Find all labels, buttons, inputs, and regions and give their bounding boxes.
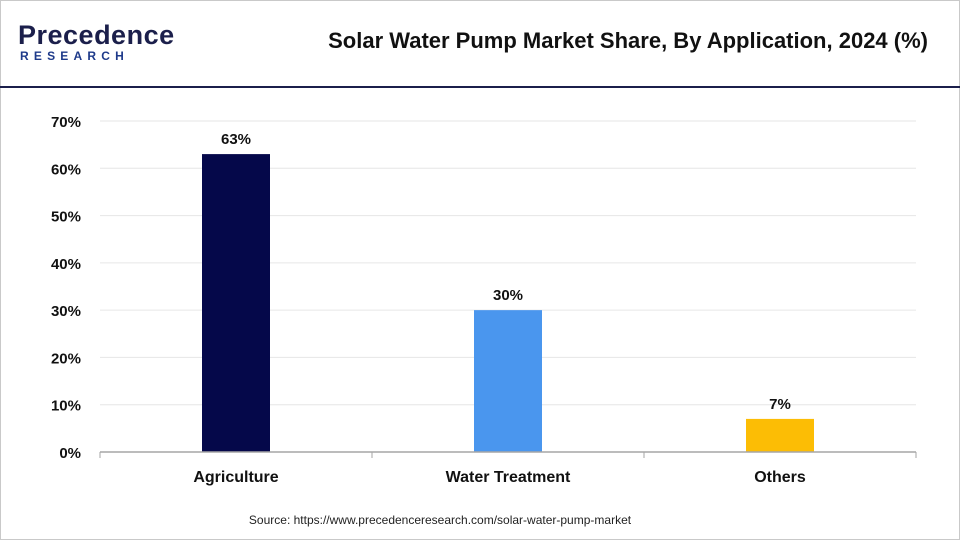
y-tick-label: 0% — [59, 445, 81, 462]
brand-sub: RESEARCH — [20, 49, 129, 63]
header: Precedence RESEARCH Solar Water Pump Mar… — [0, 0, 960, 88]
brand-name: Precedence — [18, 20, 175, 50]
y-tick-label: 50% — [51, 209, 81, 226]
data-label: 63% — [221, 131, 251, 148]
bars — [202, 154, 814, 452]
data-label: 30% — [493, 287, 523, 304]
y-tick-label: 10% — [51, 398, 81, 415]
brand-logo: Precedence RESEARCH — [18, 20, 174, 64]
bar — [474, 310, 542, 452]
x-tick-label: Agriculture — [193, 469, 278, 486]
x-axis-ticks: Agriculture Water Treatment Others — [99, 452, 917, 486]
y-tick-label: 30% — [51, 303, 81, 320]
y-tick-label: 20% — [51, 350, 81, 367]
x-tick-label: Others — [754, 469, 806, 486]
source-note: Source: https://www.precedenceresearch.c… — [248, 513, 632, 527]
y-axis-ticks: 0% 10% 20% 30% 40% 50% 60% 70% — [51, 114, 81, 462]
x-tick-label: Water Treatment — [446, 469, 571, 486]
y-tick-label: 70% — [51, 114, 81, 131]
y-tick-label: 40% — [51, 256, 81, 273]
data-labels: 63% 30% 7% — [221, 131, 791, 413]
y-tick-label: 60% — [51, 161, 81, 178]
bar — [746, 418, 814, 452]
chart-title: Solar Water Pump Market Share, By Applic… — [328, 28, 928, 53]
data-label: 7% — [769, 396, 791, 413]
bar-chart: 0% 10% 20% 30% 40% 50% 60% 70% 63% 30% 7% Agricul… — [51, 114, 917, 486]
bar — [202, 154, 270, 452]
